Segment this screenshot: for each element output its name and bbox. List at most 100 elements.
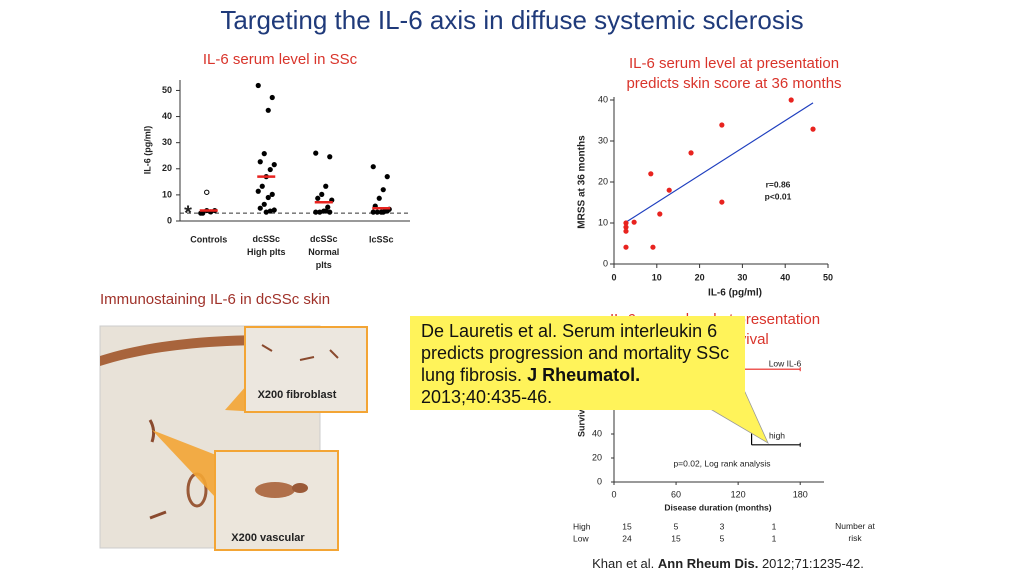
x-tick-label: 180 [793, 489, 808, 499]
data-point [313, 150, 319, 156]
data-point [810, 126, 816, 132]
risk-value: 5 [720, 533, 725, 543]
data-point [200, 210, 206, 216]
data-point [688, 150, 694, 156]
citation-details: 2012;71:1235-42. [762, 556, 864, 571]
citation-journal: J Rheumatol. [527, 365, 641, 385]
y-tick-label: 10 [598, 217, 608, 227]
y-tick-label: 30 [162, 137, 172, 147]
data-point [313, 209, 319, 215]
data-point [623, 244, 629, 250]
citation-authors: Khan et al. [592, 556, 654, 571]
series-label: high [769, 430, 785, 440]
data-point [259, 183, 265, 189]
y-tick-label: 0 [603, 258, 608, 268]
y-axis-label: IL-6 (pg/ml) [142, 126, 152, 175]
x-tick-label: 50 [823, 272, 833, 282]
fit-line [625, 102, 814, 223]
data-point [265, 107, 271, 113]
risk-value: 1 [772, 533, 777, 543]
x-tick-label: dcSSc High plts [247, 234, 286, 257]
section-title: Immunostaining IL-6 in dcSSc skin [100, 291, 330, 308]
data-point [265, 194, 271, 201]
data-point [323, 183, 329, 189]
open-point [204, 189, 210, 195]
citation-journal: Ann Rheum Dis. [658, 556, 758, 571]
data-point [719, 199, 725, 205]
data-point [380, 209, 386, 215]
citation-authors: De Lauretis et al. [421, 321, 558, 341]
callout-box [410, 316, 745, 410]
annotation: r=0.86 [766, 179, 791, 189]
risk-value: 24 [622, 533, 632, 543]
x-tick-label: dcSSc Normal plts [308, 234, 339, 270]
data-point [255, 188, 261, 194]
data-point [623, 220, 629, 226]
y-tick-label: 40 [592, 428, 602, 438]
data-point [317, 209, 323, 215]
x-axis-label: Disease duration (months) [664, 502, 771, 512]
data-point [269, 191, 275, 197]
data-point [257, 205, 263, 211]
data-point [380, 187, 386, 193]
data-point [719, 122, 725, 128]
data-point [271, 162, 277, 168]
risk-row-label: Low [573, 533, 589, 543]
data-point [327, 154, 333, 160]
data-point [666, 187, 672, 193]
series-label: Low IL-6 [769, 358, 802, 368]
x-tick-label: 0 [611, 489, 616, 499]
y-tick-label: 20 [162, 163, 172, 173]
zoom-connector [152, 430, 216, 498]
annotation: p=0.02, Log rank analysis [673, 458, 770, 468]
y-tick-label: 50 [162, 85, 172, 95]
data-point [648, 171, 654, 177]
data-point [623, 228, 629, 234]
y-tick-label: 20 [592, 452, 602, 462]
data-point [370, 209, 376, 215]
chart-title: IL-6 serum level in SSc [203, 51, 358, 68]
risk-value: 15 [622, 521, 632, 531]
data-point [623, 224, 629, 230]
x-tick-label: 10 [652, 272, 662, 282]
data-point [315, 195, 321, 201]
data-point [261, 201, 267, 207]
data-point [263, 209, 269, 215]
y-tick-label: 20 [598, 176, 608, 186]
data-point [376, 195, 382, 201]
y-tick-label: 40 [162, 111, 172, 121]
x-tick-label: 30 [737, 272, 747, 282]
threshold-label: * [184, 202, 192, 224]
data-point [323, 208, 329, 214]
x-axis-label: IL-6 (pg/ml) [708, 288, 762, 299]
callout-text: De Lauretis et al. Serum interleukin 6 p… [421, 320, 743, 408]
data-point [631, 219, 637, 225]
y-tick-label: 0 [167, 215, 172, 225]
citation-text: Serum interleukin 6 predicts progression… [421, 321, 730, 385]
micrograph-inset [244, 326, 368, 413]
risk-value: 3 [720, 521, 725, 531]
slide-title: Targeting the IL-6 axis in diffuse syste… [220, 5, 803, 35]
data-point [261, 151, 267, 157]
data-point [657, 211, 663, 217]
citation-details: 2013;40:435-46. [421, 387, 553, 407]
y-axis-label: MRSS at 36 months [577, 135, 588, 229]
y-tick-label: 30 [598, 135, 608, 145]
x-tick-label: 0 [611, 272, 616, 282]
x-tick-label: 120 [731, 489, 746, 499]
data-point [267, 208, 273, 214]
x-tick-label: 40 [780, 272, 790, 282]
data-point [267, 166, 273, 173]
data-point [788, 97, 794, 103]
risk-value: 15 [671, 533, 681, 543]
data-point [269, 94, 275, 101]
y-axis-label: Survival [576, 402, 586, 437]
data-point [257, 159, 263, 165]
footer-citation: Khan et al. Ann Rheum Dis. 2012;71:1235-… [592, 556, 864, 571]
y-tick-label: 0 [597, 476, 602, 486]
image-label: X200 fibroblast [258, 389, 337, 401]
y-tick-label: 40 [598, 94, 608, 104]
risk-value: 1 [772, 521, 777, 531]
